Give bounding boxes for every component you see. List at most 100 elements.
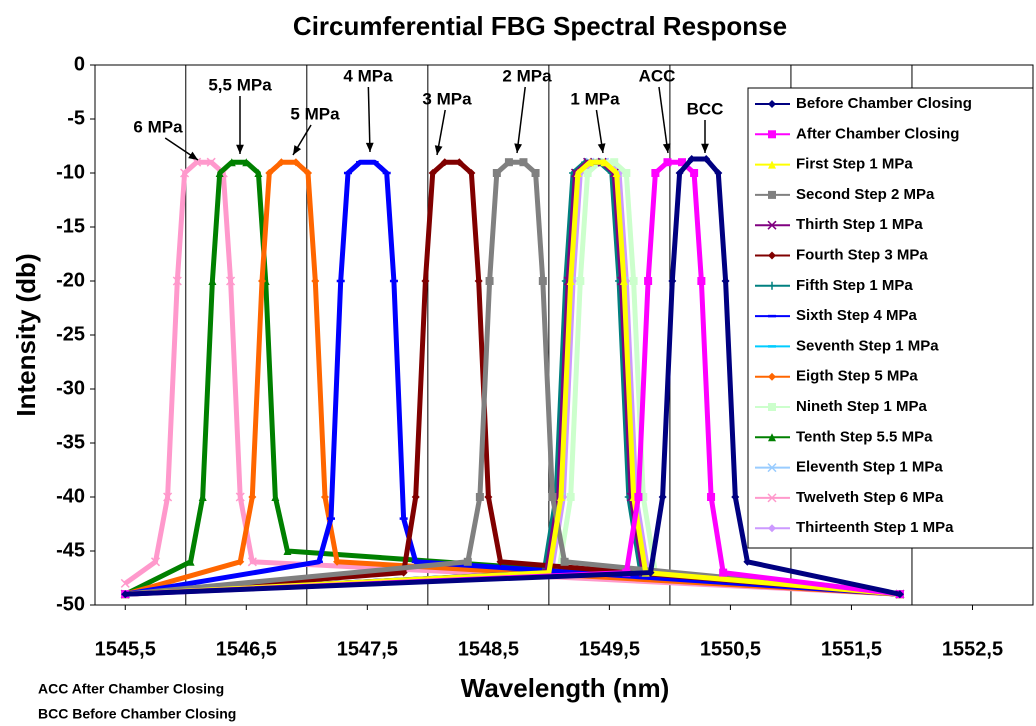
series-line bbox=[124, 159, 901, 597]
marker bbox=[291, 158, 300, 167]
marker bbox=[612, 169, 621, 177]
marker bbox=[639, 493, 648, 501]
x-tick-label: 1550,5 bbox=[700, 638, 761, 660]
marker bbox=[120, 578, 130, 588]
annotation-arrowhead bbox=[188, 151, 198, 160]
annotation-arrowhead bbox=[514, 143, 523, 153]
marker bbox=[658, 493, 667, 501]
marker bbox=[198, 493, 207, 501]
legend-label: Eigth Step 5 MPa bbox=[796, 368, 918, 385]
marker bbox=[226, 276, 236, 286]
marker bbox=[265, 169, 274, 177]
legend-label: Seventh Step 1 MPa bbox=[796, 337, 939, 354]
marker bbox=[576, 277, 585, 285]
marker bbox=[186, 557, 195, 566]
marker bbox=[768, 160, 776, 169]
x-tick-label: 1548,5 bbox=[458, 638, 519, 660]
annotation-arrowhead bbox=[365, 142, 374, 152]
marker bbox=[206, 157, 216, 167]
x-tick-label: 1549,5 bbox=[579, 638, 640, 660]
marker bbox=[644, 277, 653, 285]
marker bbox=[215, 169, 224, 177]
marker bbox=[258, 277, 267, 285]
series-layer bbox=[120, 154, 905, 599]
marker bbox=[634, 493, 643, 501]
marker bbox=[411, 493, 420, 501]
y-tick-label: -30 bbox=[56, 377, 85, 399]
marker bbox=[721, 277, 730, 285]
marker bbox=[248, 493, 257, 501]
marker bbox=[768, 281, 776, 290]
x-tick-label: 1547,5 bbox=[337, 638, 398, 660]
legend-label: Fifth Step 1 MPa bbox=[796, 277, 913, 294]
annotation: 6 MPa bbox=[133, 117, 183, 136]
marker bbox=[150, 557, 161, 567]
legend-label: Nineth Step 1 MPa bbox=[796, 398, 928, 415]
y-tick-label: -25 bbox=[56, 323, 85, 345]
legend-label: Fourth Step 3 MPa bbox=[796, 246, 928, 263]
marker bbox=[619, 277, 628, 285]
marker bbox=[767, 220, 777, 230]
marker bbox=[768, 251, 776, 260]
marker bbox=[767, 463, 777, 473]
annotation-arrowhead bbox=[236, 144, 244, 154]
annotation: BCC bbox=[687, 99, 724, 118]
legend-box bbox=[747, 87, 1034, 549]
legend-label: Twelveth Step 6 MPa bbox=[796, 489, 944, 506]
note: BCC Before Chamber Closing bbox=[38, 706, 236, 722]
marker bbox=[646, 568, 655, 577]
y-tick-label: -50 bbox=[56, 593, 85, 615]
marker bbox=[455, 158, 464, 167]
y-tick-label: -35 bbox=[56, 431, 85, 453]
annotation-arrowhead bbox=[597, 143, 606, 153]
annotation: 3 MPa bbox=[422, 89, 472, 108]
legend-label: Thirteenth Step 1 MPa bbox=[796, 519, 954, 536]
annotation-arrow bbox=[658, 86, 669, 154]
marker bbox=[428, 169, 437, 177]
annotation-arrow bbox=[516, 86, 526, 154]
x-tick-label: 1552,5 bbox=[942, 638, 1003, 660]
marker bbox=[690, 169, 699, 177]
annotation: 5,5 MPa bbox=[208, 75, 272, 94]
series-line bbox=[124, 159, 901, 597]
y-tick-label: -15 bbox=[56, 215, 85, 237]
marker bbox=[610, 158, 619, 167]
marker bbox=[208, 277, 217, 285]
marker bbox=[236, 557, 245, 566]
x-tick-label: 1546,5 bbox=[216, 638, 277, 660]
marker bbox=[743, 557, 752, 566]
marker bbox=[227, 158, 236, 167]
marker bbox=[247, 557, 257, 567]
marker bbox=[586, 158, 595, 167]
marker bbox=[600, 158, 609, 167]
marker bbox=[538, 277, 547, 285]
marker bbox=[242, 158, 251, 167]
marker bbox=[504, 158, 513, 167]
y-tick-label: -40 bbox=[56, 485, 85, 507]
series-line bbox=[123, 159, 901, 597]
marker bbox=[731, 493, 740, 501]
marker bbox=[768, 403, 776, 411]
legend-label: Second Step 2 MPa bbox=[796, 186, 935, 203]
x-axis-label: Wavelength (nm) bbox=[461, 673, 669, 703]
marker bbox=[399, 568, 408, 577]
marker bbox=[254, 169, 263, 177]
marker bbox=[714, 169, 723, 177]
marker bbox=[320, 493, 329, 501]
marker bbox=[663, 158, 672, 167]
y-tick-label: -20 bbox=[56, 269, 85, 291]
y-tick-label: -10 bbox=[56, 161, 85, 183]
annotation-arrowhead bbox=[293, 145, 302, 155]
marker bbox=[283, 547, 292, 555]
marker bbox=[121, 590, 130, 599]
marker bbox=[768, 433, 776, 442]
marker bbox=[583, 169, 592, 177]
marker bbox=[271, 493, 280, 501]
marker bbox=[768, 524, 776, 533]
marker bbox=[333, 557, 342, 566]
legend-label: Sixth Step 4 MPa bbox=[796, 307, 918, 324]
marker bbox=[463, 557, 472, 566]
note: ACC After Chamber Closing bbox=[38, 681, 224, 697]
marker bbox=[235, 492, 245, 502]
